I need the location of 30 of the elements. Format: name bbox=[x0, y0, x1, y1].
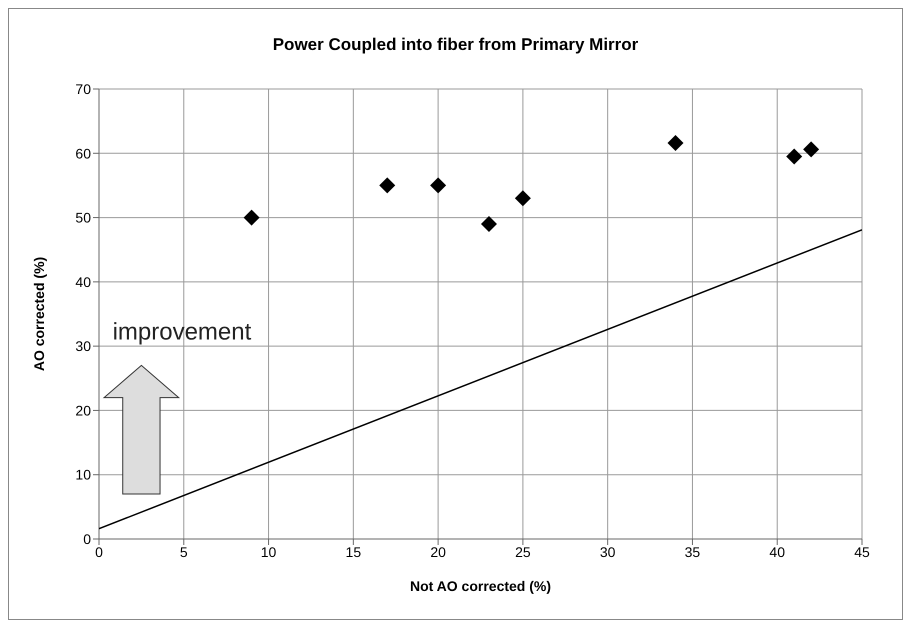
annotation: improvement bbox=[112, 318, 252, 346]
point bbox=[514, 190, 531, 206]
x-tick-label: 5 bbox=[180, 544, 188, 560]
y-tick-label: 60 bbox=[75, 145, 92, 162]
x-tick-label: 40 bbox=[769, 544, 786, 560]
y-tick-label: 20 bbox=[75, 402, 92, 418]
point bbox=[803, 141, 820, 158]
chart-title: Power Coupled into fiber from Primary Mirror bbox=[272, 35, 640, 55]
y-tick-label: 70 bbox=[75, 80, 92, 97]
point bbox=[480, 216, 497, 232]
x-tick-label: 35 bbox=[684, 544, 700, 560]
x-tick-label: 10 bbox=[260, 544, 277, 560]
point bbox=[244, 210, 260, 226]
y-tick-label: 10 bbox=[75, 466, 92, 483]
y-tick-label: 0 bbox=[83, 530, 92, 547]
point bbox=[667, 135, 684, 151]
point bbox=[379, 177, 396, 194]
x-tick-label: 30 bbox=[600, 544, 616, 560]
y-tick-label: 40 bbox=[75, 274, 92, 290]
x-tick-label: 45 bbox=[854, 544, 870, 560]
y-tick-label: 50 bbox=[75, 210, 92, 226]
x-tick-label: 15 bbox=[346, 544, 362, 560]
point bbox=[786, 148, 802, 164]
x-tick-label: 25 bbox=[515, 544, 531, 560]
y-axis-title: AO corrected (%) bbox=[30, 256, 47, 372]
y-tick-label: 30 bbox=[75, 338, 92, 354]
x-tick-label: 0 bbox=[95, 544, 104, 560]
point bbox=[430, 177, 446, 194]
x-axis-title: Not AO corrected (%) bbox=[410, 578, 552, 594]
x-tick-label: 20 bbox=[430, 544, 446, 560]
